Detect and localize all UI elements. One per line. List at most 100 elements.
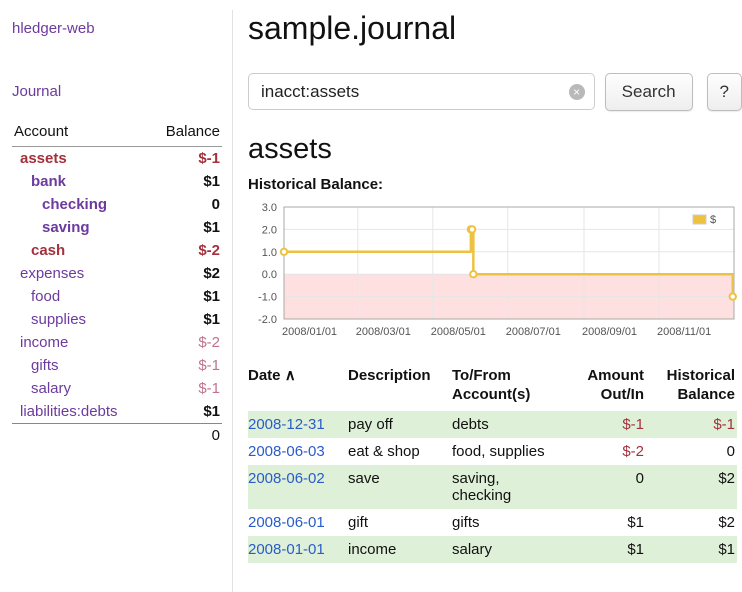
transaction-historical-balance: $1 [718, 540, 735, 558]
transaction-row: 2008-06-03 eat & shop food, supplies $-2 0 [248, 438, 737, 465]
transactions-rows: 2008-12-31 pay off debts $-1 $-1 2008-06-03 ea… [248, 410, 737, 563]
transaction-row: 2008-12-31 pay off debts $-1 $-1 [248, 410, 737, 438]
col-header-tofrom-accounts: To/From Account(s) [452, 363, 576, 411]
accounts-header-balance: Balance [165, 123, 220, 140]
sidebar-account-link-checking[interactable]: checking [42, 196, 108, 213]
account-balance: $2 [203, 265, 220, 282]
col-header-historical-balance: Historical Balance [652, 363, 737, 411]
account-row: expenses $2 [12, 262, 222, 285]
col-header-hist-line2: Balance [677, 386, 735, 404]
help-button[interactable]: ? [706, 72, 742, 111]
transaction-description: pay off [348, 415, 393, 433]
svg-text:2008/05/01: 2008/05/01 [431, 326, 486, 338]
transaction-description: income [348, 540, 397, 558]
transaction-date-link[interactable]: 2008-12-31 [248, 415, 325, 433]
app-title-link[interactable]: hledger-web [12, 20, 95, 37]
sidebar-account-link-expenses[interactable]: expenses [20, 265, 85, 282]
svg-text:2008/11/01: 2008/11/01 [657, 326, 711, 338]
transaction-accounts: food, supplies [452, 442, 545, 460]
account-row: assets $-1 [12, 147, 222, 170]
transaction-description: gift [348, 513, 369, 531]
col-header-tofrom-line2: Account(s) [452, 386, 531, 404]
sidebar-account-link-liabilities-debts[interactable]: liabilities:debts [20, 403, 118, 420]
svg-text:2.0: 2.0 [262, 224, 277, 236]
accounts-header-account: Account [14, 123, 69, 140]
transaction-date-link[interactable]: 2008-01-01 [248, 540, 325, 558]
transaction-historical-balance: $2 [718, 469, 735, 487]
transaction-historical-balance: $-1 [713, 415, 735, 433]
col-header-date-label: Date [248, 366, 281, 384]
account-balance: $-1 [198, 380, 220, 397]
accounts-table: Account Balance assets $-1 bank $1 checking 0… [12, 120, 222, 447]
sidebar-account-link-food[interactable]: food [31, 288, 61, 305]
transaction-accounts: saving, checking [452, 469, 512, 504]
account-balance: 0 [211, 196, 220, 213]
sidebar-account-link-cash[interactable]: cash [31, 242, 66, 259]
sidebar-account-link-assets[interactable]: assets [20, 150, 67, 167]
sidebar-account-link-income[interactable]: income [20, 334, 69, 351]
search-box: × [248, 73, 595, 111]
svg-text:-2.0: -2.0 [258, 314, 277, 326]
svg-text:1.0: 1.0 [262, 247, 277, 259]
transaction-date-link[interactable]: 2008-06-01 [248, 513, 325, 531]
search-input[interactable] [248, 73, 595, 111]
sidebar-account-link-bank[interactable]: bank [31, 173, 67, 190]
account-balance: $-2 [198, 242, 220, 259]
transaction-date-link[interactable]: 2008-06-03 [248, 442, 325, 460]
account-row: food $1 [12, 285, 222, 308]
sidebar-account-link-supplies[interactable]: supplies [31, 311, 87, 328]
col-header-date[interactable]: Date ∧ [248, 363, 348, 411]
accounts-total-row: 0 [12, 423, 222, 447]
account-balance: $-2 [198, 334, 220, 351]
transactions-header-row: Date ∧ Description To/From Account(s) Am… [248, 363, 737, 411]
sidebar-account-link-gifts[interactable]: gifts [31, 357, 59, 374]
account-row: saving $1 [12, 216, 222, 239]
search-form: × Search ? [248, 72, 742, 111]
col-header-amount-line1: Amount [587, 366, 644, 384]
transaction-row: 2008-06-01 gift gifts $1 $2 [248, 509, 737, 536]
sidebar-account-link-saving[interactable]: saving [42, 219, 90, 236]
sort-ascending-icon: ∧ [284, 366, 296, 384]
svg-text:2008/01/01: 2008/01/01 [282, 326, 337, 338]
clear-search-icon[interactable]: × [568, 83, 585, 100]
sidebar-item-journal[interactable]: Journal [12, 83, 62, 100]
transaction-description: eat & shop [348, 442, 420, 460]
sidebar-account-link-salary[interactable]: salary [31, 380, 72, 397]
transaction-amount: 0 [635, 469, 644, 487]
accounts-rows: assets $-1 bank $1 checking 0 saving $1 cash $-2 e… [12, 147, 222, 423]
transaction-row: 2008-01-01 income salary $1 $1 [248, 535, 737, 563]
account-row: salary $-1 [12, 377, 222, 400]
account-balance: $1 [203, 288, 220, 305]
col-header-amount: Amount Out/In [576, 363, 652, 411]
account-balance: $-1 [198, 150, 220, 167]
accounts-table-header: Account Balance [12, 120, 222, 147]
account-row: gifts $-1 [12, 354, 222, 377]
svg-text:$: $ [710, 214, 716, 226]
col-header-tofrom-line1: To/From [452, 366, 511, 384]
section-title: assets [248, 132, 332, 165]
account-row: checking 0 [12, 193, 222, 216]
col-header-description-label: Description [348, 366, 431, 384]
transaction-accounts: salary [452, 540, 493, 558]
transaction-date-link[interactable]: 2008-06-02 [248, 469, 325, 487]
transaction-amount: $1 [627, 513, 644, 531]
account-balance: $-1 [198, 357, 220, 374]
svg-text:0.0: 0.0 [262, 269, 277, 281]
account-row: income $-2 [12, 331, 222, 354]
account-balance: $1 [203, 403, 220, 420]
search-button[interactable]: Search [604, 72, 693, 111]
transaction-historical-balance: $2 [718, 513, 735, 531]
transaction-amount: $-2 [622, 442, 644, 460]
page-title: sample.journal [248, 10, 457, 46]
account-row: cash $-2 [12, 239, 222, 262]
svg-text:-1.0: -1.0 [258, 291, 277, 303]
accounts-total-value: 0 [211, 427, 220, 444]
account-balance: $1 [203, 311, 220, 328]
transaction-accounts: gifts [452, 513, 480, 531]
transaction-amount: $1 [627, 540, 644, 558]
account-row: liabilities:debts $1 [12, 400, 222, 423]
transactions-table: Date ∧ Description To/From Account(s) Am… [248, 363, 737, 563]
historical-balance-chart: 3.0 2.0 1.0 0.0 -1.0 -2.0 2008/01/01 2008/03/01… [258, 202, 737, 338]
transaction-historical-balance: 0 [726, 442, 735, 460]
col-header-hist-line1: Historical [666, 366, 735, 384]
